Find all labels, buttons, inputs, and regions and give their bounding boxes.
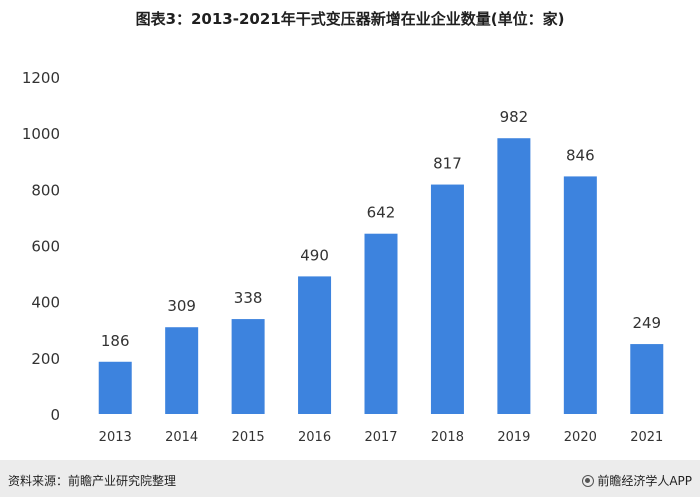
data-label: 846 — [566, 146, 595, 164]
x-tick-label: 2016 — [298, 430, 331, 445]
x-tick-label: 2015 — [232, 430, 265, 445]
bar — [497, 138, 531, 414]
data-label: 338 — [234, 289, 263, 307]
y-tick-label: 800 — [31, 181, 60, 199]
brand-text: 前瞻经济学人APP — [597, 474, 692, 488]
y-tick-label: 0 — [50, 406, 60, 424]
data-label: 490 — [300, 246, 329, 264]
y-axis: 0 200 400 600 800 1000 1200 — [22, 69, 60, 424]
bar — [298, 276, 332, 414]
y-tick-label: 1000 — [22, 125, 60, 143]
bar — [98, 361, 132, 414]
bar — [430, 184, 464, 414]
chart-title: 图表3：2013-2021年干式变压器新增在业企业数量(单位：家) — [135, 10, 565, 28]
source-note: 资料来源：前瞻产业研究院整理 — [8, 474, 177, 488]
y-tick-label: 1200 — [22, 69, 60, 87]
data-label: 186 — [101, 332, 130, 350]
brand-logo-icon — [582, 475, 595, 487]
data-label: 817 — [433, 155, 462, 173]
x-tick-label: 2013 — [99, 430, 132, 445]
x-tick-label: 2021 — [630, 430, 663, 445]
data-label: 642 — [367, 204, 396, 222]
data-label: 309 — [167, 297, 196, 315]
y-tick-label: 400 — [31, 294, 60, 312]
x-tick-label: 2019 — [497, 430, 530, 445]
bar — [364, 233, 398, 414]
x-tick-label: 2017 — [364, 430, 397, 445]
data-label: 249 — [632, 314, 661, 332]
bar — [563, 176, 597, 414]
bar-series: 186 309 338 490 642 817 982 846 249 — [98, 108, 664, 414]
data-label: 982 — [500, 108, 529, 126]
bar — [165, 327, 199, 414]
footer: 资料来源：前瞻产业研究院整理 前瞻经济学人APP — [0, 460, 700, 497]
x-tick-label: 2020 — [564, 430, 597, 445]
bar — [630, 344, 664, 414]
brand-label: 前瞻经济学人APP — [582, 472, 692, 489]
x-tick-label: 2014 — [165, 430, 198, 445]
x-axis: 2013 2014 2015 2016 2017 2018 2019 2020 2021 — [99, 430, 664, 445]
bar-chart: 0 200 400 600 800 1000 1200 186 309 338 490 642 817… — [22, 69, 664, 445]
y-tick-label: 600 — [31, 238, 60, 256]
y-tick-label: 200 — [31, 350, 60, 368]
x-tick-label: 2018 — [431, 430, 464, 445]
bar — [231, 319, 265, 414]
